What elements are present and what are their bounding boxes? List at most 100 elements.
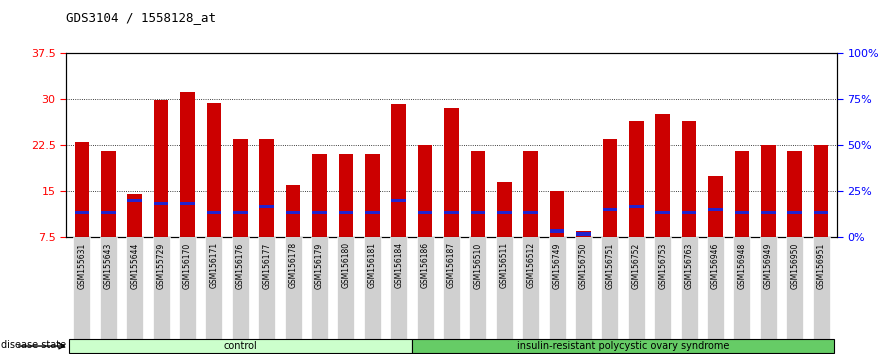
Bar xyxy=(629,121,644,237)
Bar xyxy=(682,211,696,215)
Text: GSM155644: GSM155644 xyxy=(130,242,139,289)
Text: GSM155631: GSM155631 xyxy=(78,242,86,289)
Text: GSM156178: GSM156178 xyxy=(289,242,298,289)
Bar xyxy=(259,205,274,209)
Bar xyxy=(312,154,327,237)
FancyBboxPatch shape xyxy=(654,237,671,340)
Bar xyxy=(814,145,828,237)
FancyBboxPatch shape xyxy=(602,237,618,340)
FancyBboxPatch shape xyxy=(232,237,249,340)
FancyBboxPatch shape xyxy=(707,237,724,340)
Bar xyxy=(550,191,565,237)
Text: GSM156946: GSM156946 xyxy=(711,242,720,289)
Text: GSM156950: GSM156950 xyxy=(790,242,799,289)
Bar xyxy=(181,92,195,237)
Bar xyxy=(338,211,353,215)
FancyBboxPatch shape xyxy=(152,237,170,340)
FancyBboxPatch shape xyxy=(470,237,486,340)
Bar xyxy=(101,211,115,215)
Bar xyxy=(682,121,696,237)
Bar xyxy=(75,142,89,237)
Text: insulin-resistant polycystic ovary syndrome: insulin-resistant polycystic ovary syndr… xyxy=(517,341,729,351)
Text: GSM156177: GSM156177 xyxy=(263,242,271,289)
Text: GSM156176: GSM156176 xyxy=(236,242,245,289)
Bar xyxy=(523,211,538,215)
Text: GSM156510: GSM156510 xyxy=(473,242,483,289)
Bar xyxy=(207,211,221,215)
Bar xyxy=(708,176,722,237)
Text: GSM156187: GSM156187 xyxy=(447,242,456,289)
Bar xyxy=(207,103,221,237)
FancyBboxPatch shape xyxy=(126,237,144,340)
Text: GSM156181: GSM156181 xyxy=(367,242,377,288)
Bar xyxy=(470,211,485,215)
Bar xyxy=(128,194,142,237)
FancyBboxPatch shape xyxy=(285,237,301,340)
Text: GSM155729: GSM155729 xyxy=(157,242,166,289)
Bar xyxy=(655,211,670,215)
Bar xyxy=(470,151,485,237)
Text: GSM156751: GSM156751 xyxy=(605,242,614,289)
Bar xyxy=(523,151,538,237)
Bar xyxy=(550,229,565,233)
Bar xyxy=(603,139,618,237)
Bar xyxy=(761,145,775,237)
Text: GSM156511: GSM156511 xyxy=(500,242,509,289)
FancyBboxPatch shape xyxy=(628,237,645,340)
Text: GSM155643: GSM155643 xyxy=(104,242,113,289)
Bar xyxy=(761,211,775,215)
Text: GSM156512: GSM156512 xyxy=(526,242,536,289)
Bar xyxy=(312,211,327,215)
Text: GSM156180: GSM156180 xyxy=(342,242,351,289)
Bar xyxy=(497,211,512,215)
FancyBboxPatch shape xyxy=(179,237,196,340)
Text: GSM156184: GSM156184 xyxy=(394,242,403,289)
FancyBboxPatch shape xyxy=(443,237,460,340)
Bar xyxy=(735,211,749,215)
FancyBboxPatch shape xyxy=(364,237,381,340)
FancyBboxPatch shape xyxy=(575,237,592,340)
Bar xyxy=(655,114,670,237)
Text: GSM156171: GSM156171 xyxy=(210,242,218,289)
Text: GSM156750: GSM156750 xyxy=(579,242,588,289)
Bar xyxy=(418,145,433,237)
Bar xyxy=(338,154,353,237)
FancyBboxPatch shape xyxy=(69,339,412,353)
FancyBboxPatch shape xyxy=(680,237,698,340)
Bar xyxy=(285,185,300,237)
Text: GSM156186: GSM156186 xyxy=(420,242,430,289)
Bar xyxy=(365,211,380,215)
Bar xyxy=(365,154,380,237)
Bar xyxy=(75,211,89,215)
Bar xyxy=(576,231,591,237)
Bar xyxy=(735,151,749,237)
Bar xyxy=(154,100,168,237)
Bar xyxy=(128,199,142,202)
FancyBboxPatch shape xyxy=(390,237,407,340)
FancyBboxPatch shape xyxy=(100,237,117,340)
Bar xyxy=(101,151,115,237)
FancyBboxPatch shape xyxy=(733,237,751,340)
Bar xyxy=(391,104,406,237)
Bar xyxy=(285,211,300,215)
Bar xyxy=(418,211,433,215)
Text: GSM156749: GSM156749 xyxy=(552,242,561,289)
Bar xyxy=(181,201,195,205)
FancyBboxPatch shape xyxy=(522,237,539,340)
Bar xyxy=(497,182,512,237)
FancyBboxPatch shape xyxy=(549,237,566,340)
Bar xyxy=(233,211,248,215)
FancyBboxPatch shape xyxy=(417,237,433,340)
FancyBboxPatch shape xyxy=(258,237,275,340)
Bar xyxy=(708,208,722,211)
FancyBboxPatch shape xyxy=(786,237,803,340)
Bar xyxy=(154,201,168,205)
Text: GSM156951: GSM156951 xyxy=(817,242,825,289)
Text: control: control xyxy=(224,341,257,351)
Text: GSM156179: GSM156179 xyxy=(315,242,324,289)
Text: GSM156170: GSM156170 xyxy=(183,242,192,289)
Bar xyxy=(788,151,802,237)
FancyBboxPatch shape xyxy=(337,237,354,340)
Text: GSM156948: GSM156948 xyxy=(737,242,746,289)
Bar xyxy=(629,205,644,209)
